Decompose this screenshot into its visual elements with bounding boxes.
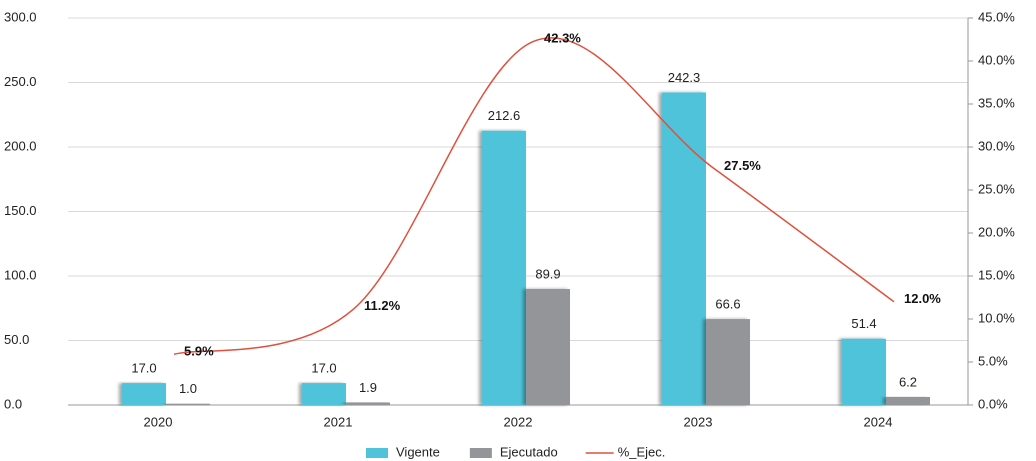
y2-tick-label: 5.0% [978, 353, 1008, 368]
x-tick-label: 2023 [684, 414, 713, 429]
y2-tick-label: 0.0% [978, 396, 1008, 411]
data-label: 42.3% [544, 31, 581, 46]
y2-tick-label: 25.0% [978, 181, 1015, 196]
legend-label: Ejecutado [500, 444, 558, 459]
bar [302, 383, 346, 405]
data-label: 17.0 [131, 361, 156, 376]
y2-tick-label: 35.0% [978, 95, 1015, 110]
line [173, 37, 895, 355]
data-label: 242.3 [668, 70, 701, 85]
y2-tick-label: 10.0% [978, 310, 1015, 325]
y2-tick-label: 30.0% [978, 138, 1015, 153]
y-tick-label: 50.0 [4, 332, 29, 347]
data-label: 89.9 [535, 266, 560, 281]
x-tick-label: 2024 [864, 414, 893, 429]
legend-label: Vigente [396, 444, 440, 459]
y-tick-label: 0.0 [4, 396, 22, 411]
data-label: 27.5% [724, 158, 761, 173]
bar [886, 397, 930, 405]
x-tick-label: 2020 [144, 414, 173, 429]
legend-label: %_Ejec. [618, 444, 666, 459]
y2-tick-label: 20.0% [978, 224, 1015, 239]
data-label: 12.0% [904, 291, 941, 306]
y2-tick-label: 40.0% [978, 52, 1015, 67]
legend-swatch [469, 448, 492, 458]
data-label: 11.2% [364, 298, 401, 313]
y-tick-label: 300.0 [4, 9, 37, 24]
x-tick-label: 2021 [324, 414, 353, 429]
bar [662, 92, 706, 406]
y2-tick-label: 15.0% [978, 267, 1015, 282]
y-tick-label: 100.0 [4, 267, 37, 282]
legend-swatch [366, 448, 388, 458]
data-label: 17.0 [311, 361, 336, 376]
bar [346, 402, 390, 405]
bar [842, 338, 886, 405]
bar [166, 403, 210, 405]
data-label: 1.0 [179, 381, 197, 396]
data-label: 212.6 [488, 108, 521, 123]
data-label: 5.9% [184, 344, 214, 359]
y2-tick-label: 45.0% [978, 9, 1015, 24]
y-tick-label: 150.0 [4, 203, 37, 218]
bar [122, 383, 166, 405]
bar [706, 319, 750, 405]
data-label: 66.6 [715, 297, 740, 312]
y-tick-label: 250.0 [4, 74, 37, 89]
data-label: 6.2 [899, 374, 917, 389]
data-label: 51.4 [851, 316, 876, 331]
data-label: 1.9 [359, 380, 377, 395]
bar [482, 130, 526, 405]
x-tick-label: 2022 [504, 414, 533, 429]
y-tick-label: 200.0 [4, 138, 37, 153]
bar [526, 289, 570, 405]
